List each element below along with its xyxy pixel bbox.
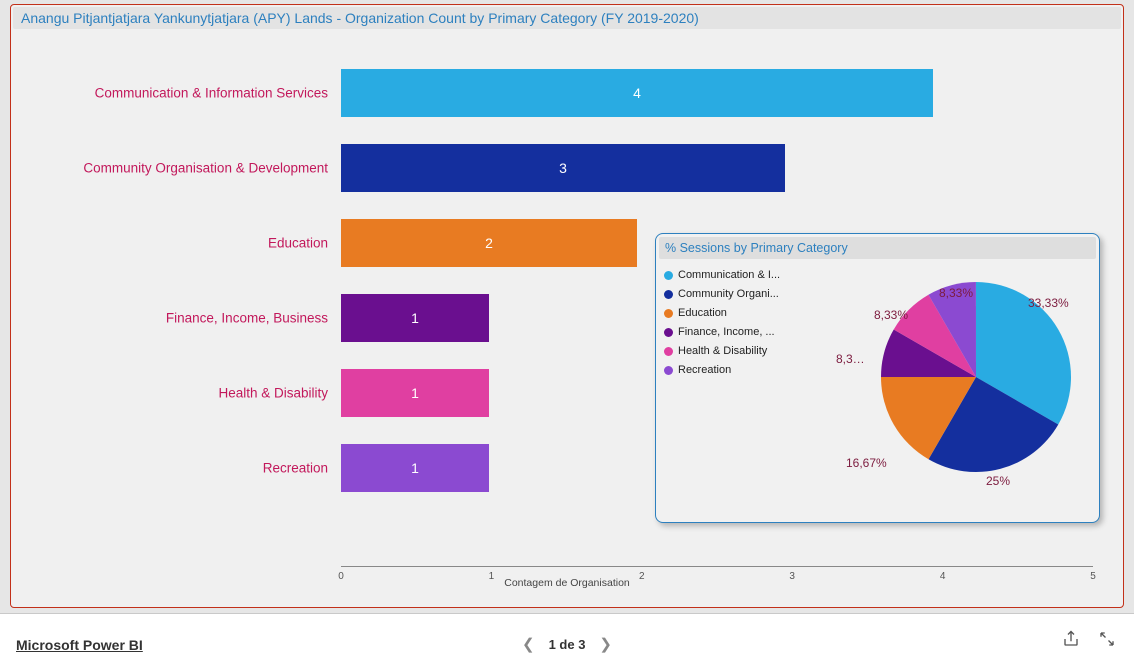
- pie-slice-label: 25%: [986, 474, 1010, 488]
- pie-slice-label: 8,33%: [874, 308, 908, 322]
- footer-bar: Microsoft Power BI ❮ 1 de 3 ❯: [0, 613, 1134, 667]
- bar[interactable]: 1: [341, 294, 489, 342]
- share-icon[interactable]: [1062, 630, 1080, 653]
- pie-legend-item[interactable]: Finance, Income, ...: [664, 323, 829, 342]
- bar[interactable]: 2: [341, 219, 637, 267]
- bar-value-label: 2: [485, 235, 493, 251]
- pie-chart-panel: % Sessions by Primary Category Communica…: [655, 233, 1100, 523]
- legend-swatch: [664, 309, 673, 318]
- bar[interactable]: 3: [341, 144, 785, 192]
- bar[interactable]: 4: [341, 69, 933, 117]
- legend-text: Finance, Income, ...: [678, 323, 775, 342]
- bar-row: Community Organisation & Development 3: [21, 144, 1113, 192]
- report-title: Anangu Pitjantjatjara Yankunytjatjara (A…: [21, 10, 699, 26]
- legend-swatch: [664, 290, 673, 299]
- x-axis-label: Contagem de Organisation: [504, 577, 630, 589]
- bar-value-label: 4: [633, 85, 641, 101]
- report-canvas: Anangu Pitjantjatjara Yankunytjatjara (A…: [10, 4, 1124, 608]
- prev-page-button[interactable]: ❮: [522, 635, 535, 653]
- report-title-bar: Anangu Pitjantjatjara Yankunytjatjara (A…: [13, 7, 1121, 29]
- x-tick: 4: [940, 571, 946, 582]
- pie-legend-item[interactable]: Health & Disability: [664, 342, 829, 361]
- legend-text: Recreation: [678, 361, 731, 380]
- powerbi-brand-link[interactable]: Microsoft Power BI: [16, 637, 143, 653]
- pie-legend: Communication & I...Community Organi...E…: [664, 266, 829, 380]
- pie-title-bar: % Sessions by Primary Category: [659, 237, 1096, 259]
- legend-swatch: [664, 271, 673, 280]
- page-indicator-text: 1 de 3: [549, 637, 586, 652]
- pie-title: % Sessions by Primary Category: [665, 241, 848, 255]
- legend-swatch: [664, 328, 673, 337]
- bar-category-label: Finance, Income, Business: [21, 311, 334, 326]
- bar-category-label: Health & Disability: [21, 386, 334, 401]
- bar-value-label: 1: [411, 310, 419, 326]
- pie-legend-item[interactable]: Education: [664, 304, 829, 323]
- pie-slice-label: 16,67%: [846, 456, 887, 470]
- legend-text: Community Organi...: [678, 285, 779, 304]
- page-navigator: ❮ 1 de 3 ❯: [522, 635, 612, 653]
- bar[interactable]: 1: [341, 444, 489, 492]
- pie-slice-label: 8,3…: [836, 352, 865, 366]
- legend-text: Health & Disability: [678, 342, 767, 361]
- bar-category-label: Recreation: [21, 461, 334, 476]
- bar-category-label: Communication & Information Services: [21, 86, 334, 101]
- legend-text: Education: [678, 304, 727, 323]
- bar[interactable]: 1: [341, 369, 489, 417]
- pie-slice-label: 8,33%: [939, 286, 973, 300]
- bar-category-label: Community Organisation & Development: [21, 161, 334, 176]
- bar-value-label: 3: [559, 160, 567, 176]
- x-tick: 2: [639, 571, 645, 582]
- next-page-button[interactable]: ❯: [599, 635, 612, 653]
- x-tick: 5: [1090, 571, 1096, 582]
- pie-legend-item[interactable]: Community Organi...: [664, 285, 829, 304]
- x-tick: 3: [789, 571, 795, 582]
- pie-legend-item[interactable]: Communication & I...: [664, 266, 829, 285]
- bar-value-label: 1: [411, 385, 419, 401]
- page-indicator: 1 de 3: [549, 637, 586, 652]
- bar-row: Communication & Information Services 4: [21, 69, 1113, 117]
- bar-chart: Communication & Information Services4Com…: [21, 33, 1113, 601]
- x-tick: 1: [489, 571, 495, 582]
- legend-text: Communication & I...: [678, 266, 780, 285]
- x-tick: 0: [338, 571, 344, 582]
- pie-slice-label: 33,33%: [1028, 296, 1069, 310]
- bar-category-label: Education: [21, 236, 334, 251]
- pie-legend-item[interactable]: Recreation: [664, 361, 829, 380]
- fullscreen-icon[interactable]: [1098, 630, 1116, 653]
- x-axis: 012345: [341, 566, 1093, 567]
- bar-value-label: 1: [411, 460, 419, 476]
- legend-swatch: [664, 347, 673, 356]
- legend-swatch: [664, 366, 673, 375]
